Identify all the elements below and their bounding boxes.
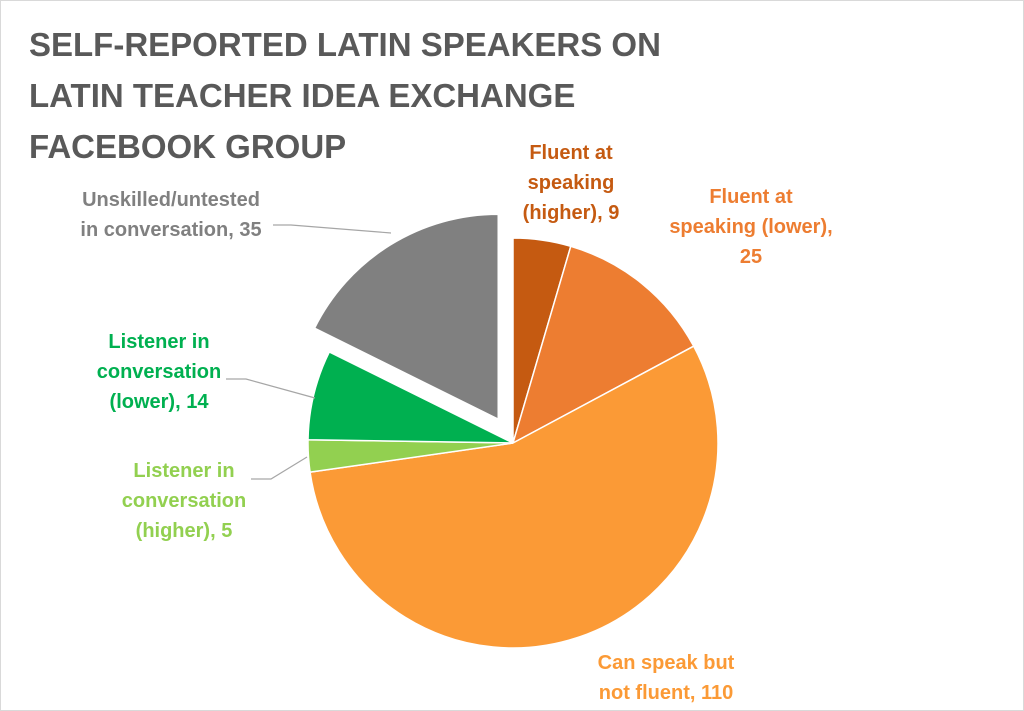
pie-slice-unskilled-untested-in-conversation: [313, 213, 499, 421]
chart-title: SELF-REPORTED LATIN SPEAKERS ON LATIN TE…: [29, 26, 661, 165]
leader-line: [226, 378, 316, 399]
data-label: Can speak but not fluent, 110: [598, 652, 735, 704]
pie-slice-can-speak-but-not-fluent: [309, 345, 719, 649]
pie-slice-listener-in-conversation-lower: [307, 350, 514, 444]
data-label: Unskilled/untested in conversation, 35: [80, 189, 261, 241]
pie-slice-fluent-at-speaking-lower: [511, 245, 695, 445]
data-label: Fluent at speaking (higher), 9: [523, 142, 620, 224]
data-label: Fluent at speaking (lower), 25: [669, 186, 832, 268]
data-label: Listener in conversation (higher), 5: [122, 460, 246, 542]
leader-line: [273, 224, 392, 234]
leader-line: [251, 456, 308, 480]
data-label: Listener in conversation (lower), 14: [97, 331, 221, 413]
